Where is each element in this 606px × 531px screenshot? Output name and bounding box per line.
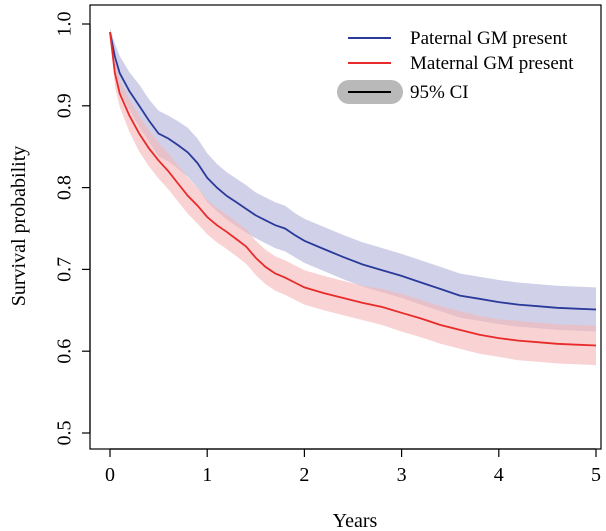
- y-tick-label: 0.9: [54, 93, 76, 118]
- x-tick-label: 4: [494, 464, 504, 486]
- legend: Paternal GM present Maternal GM present 95…: [337, 28, 574, 104]
- y-axis: 0.5 0.6 0.7 0.8 0.9 1.0: [54, 12, 91, 446]
- x-tick-label: 3: [397, 464, 407, 486]
- x-tick-label: 0: [105, 464, 115, 486]
- y-tick-label: 1.0: [54, 12, 76, 37]
- y-tick-label: 0.8: [54, 175, 76, 200]
- legend-label: Maternal GM present: [410, 53, 574, 74]
- survival-lines: [109, 32, 597, 347]
- x-axis-label: Years: [333, 510, 378, 531]
- x-tick-label: 1: [202, 464, 212, 486]
- y-axis-label: Survival probability: [8, 146, 30, 307]
- ci-band-paternal: [110, 28, 596, 332]
- y-tick-label: 0.6: [54, 339, 76, 364]
- x-tick-label: 2: [299, 464, 309, 486]
- legend-label: 95% CI: [410, 82, 469, 103]
- y-tick-label: 0.5: [54, 421, 76, 446]
- x-tick-label: 5: [591, 464, 601, 486]
- legend-label: Paternal GM present: [410, 28, 568, 49]
- survival-line-maternal: [109, 32, 597, 347]
- x-axis: 0 1 2 3 4 5: [105, 448, 601, 486]
- y-tick-label: 0.7: [54, 257, 76, 282]
- ci-bands: [110, 28, 596, 366]
- ci-band-maternal: [110, 28, 596, 366]
- survival-line-paternal: [109, 32, 597, 311]
